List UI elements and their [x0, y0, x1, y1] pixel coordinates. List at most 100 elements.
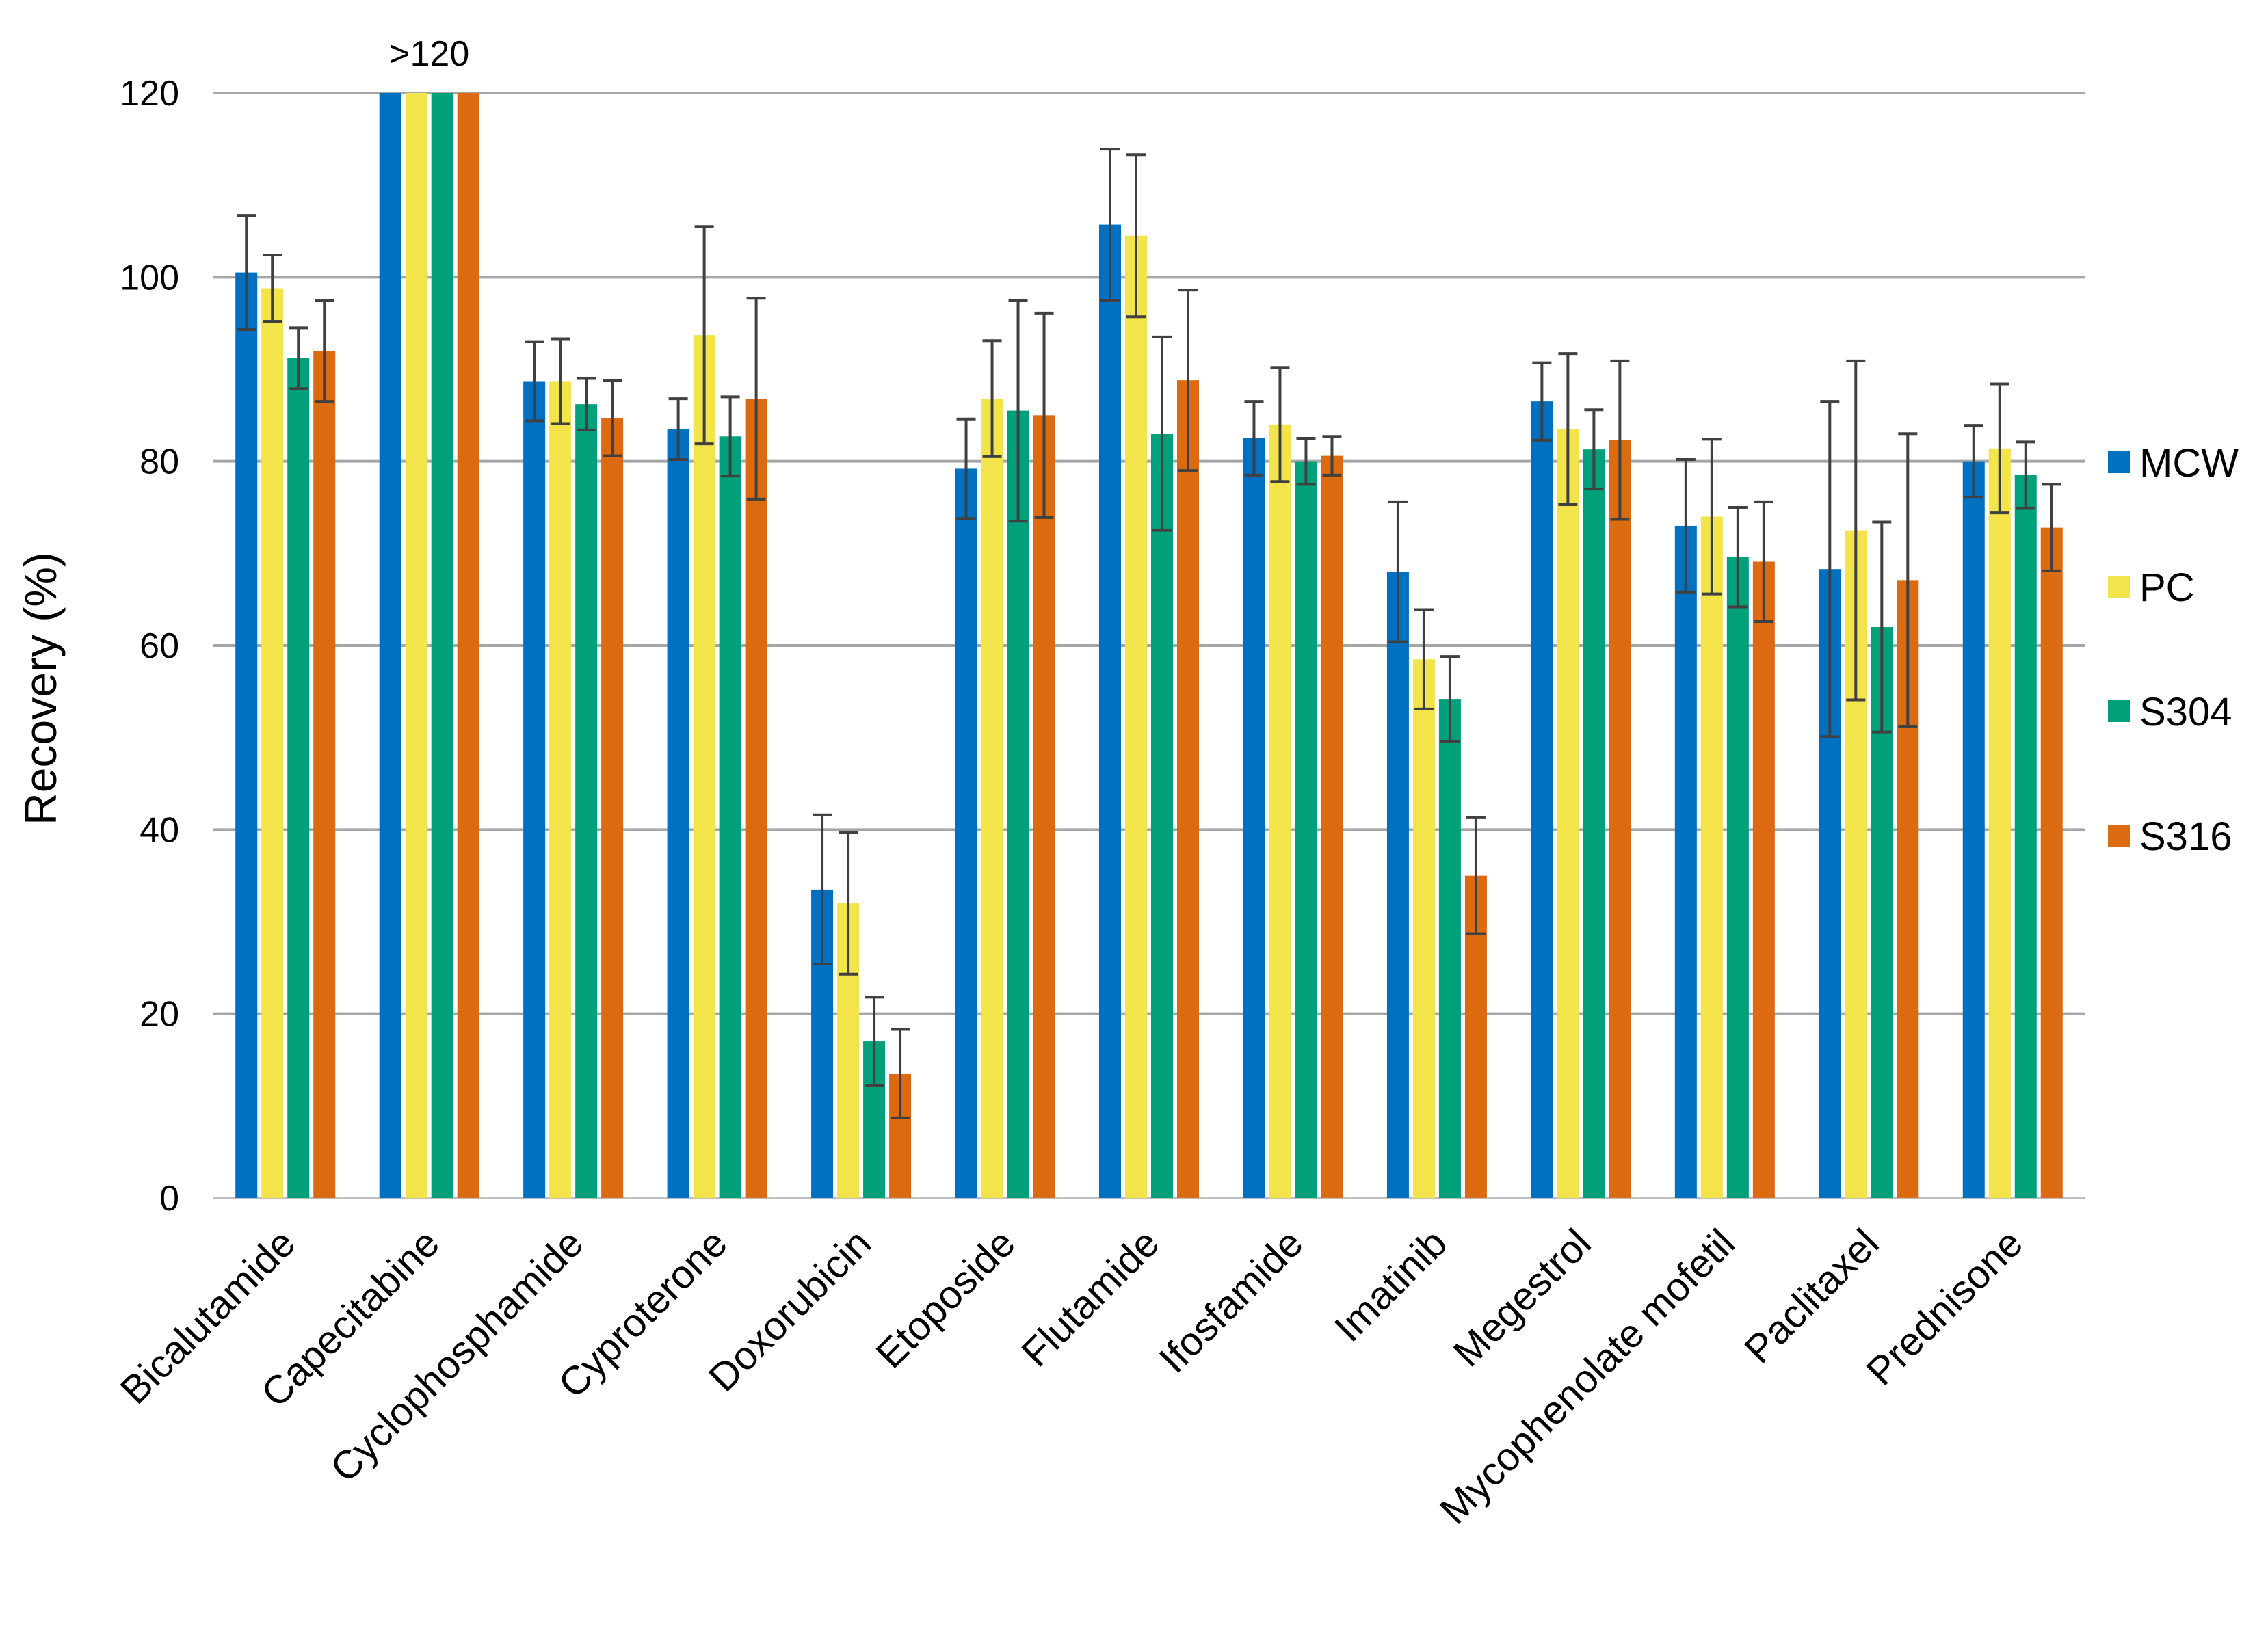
- error-bar-paclitaxel-pc: [1846, 359, 1866, 702]
- x-label-paclitaxel: Paclitaxel: [1736, 1221, 1887, 1372]
- error-bar-ifosfamide-mcw: [1244, 400, 1264, 477]
- bar-imatinib-pc: [1412, 659, 1435, 1198]
- bar-megestrol-s316: [1609, 440, 1631, 1198]
- bar-prednisone-mcw: [1962, 461, 1985, 1198]
- legend-item-mcw: MCW: [2108, 441, 2239, 485]
- error-bar-cyproterone-mcw: [668, 397, 688, 461]
- error-bar-bicalutamide-pc: [263, 254, 282, 323]
- x-label-megestrol: Megestrol: [1445, 1221, 1600, 1375]
- bar-bicalutamide-mcw: [235, 272, 258, 1199]
- error-bar-megestrol-mcw: [1532, 361, 1552, 442]
- bar-cyclophosphamide-mcw: [523, 381, 546, 1199]
- gridlines: [213, 92, 2085, 1199]
- bars: [235, 93, 2063, 1199]
- error-bar-etoposide-mcw: [956, 417, 976, 520]
- bar-cyclophosphamide-s304: [575, 404, 598, 1198]
- y-tick-label-40: 40: [140, 810, 179, 850]
- error-bar-imatinib-pc: [1414, 608, 1434, 710]
- legend-item-pc: PC: [2108, 565, 2195, 610]
- error-bar-prednisone-s304: [2016, 440, 2035, 510]
- bar-cyclophosphamide-s316: [601, 418, 624, 1199]
- bar-bicalutamide-s316: [313, 351, 336, 1198]
- error-bar-flutamide-s304: [1152, 335, 1172, 532]
- error-bars: [237, 148, 2061, 1119]
- bar-flutamide-pc: [1125, 235, 1147, 1198]
- y-tick-label-80: 80: [140, 442, 179, 482]
- y-tick-label-0: 0: [159, 1179, 179, 1218]
- x-label-etoposide: Etoposide: [867, 1221, 1023, 1376]
- x-axis-labels: BicalutamideCapecitabineCyclophosphamide…: [112, 1221, 2031, 1532]
- error-bar-paclitaxel-mcw: [1820, 400, 1840, 738]
- error-bar-bicalutamide-s304: [289, 326, 308, 390]
- error-bar-etoposide-s316: [1034, 311, 1054, 519]
- bar-bicalutamide-pc: [261, 288, 284, 1198]
- error-bar-doxorubicin-mcw: [813, 813, 832, 965]
- bar-capecitabine-s304: [431, 93, 453, 1198]
- error-bar-cyclophosphamide-pc: [551, 337, 570, 425]
- bar-megestrol-s304: [1583, 449, 1605, 1199]
- legend-swatch-mcw: [2108, 451, 2130, 473]
- error-bar-mycophenolate-mofetil-s304: [1728, 506, 1748, 609]
- bar-etoposide-s304: [1007, 410, 1029, 1198]
- x-label-ifosfamide: Ifosfamide: [1150, 1221, 1311, 1381]
- error-bar-etoposide-s304: [1008, 299, 1028, 523]
- error-bar-prednisone-pc: [1990, 382, 2009, 515]
- annotations: >120: [389, 34, 469, 74]
- error-bar-prednisone-mcw: [1964, 424, 1983, 499]
- error-bar-cyclophosphamide-mcw: [525, 340, 544, 423]
- error-bar-flutamide-s316: [1178, 289, 1198, 472]
- x-label-prednisone: Prednisone: [1858, 1221, 2031, 1394]
- legend-label-mcw: MCW: [2139, 441, 2239, 485]
- bar-bicalutamide-s304: [287, 358, 310, 1198]
- bar-imatinib-mcw: [1386, 572, 1409, 1198]
- error-bar-cyproterone-s316: [746, 297, 766, 501]
- bar-cyproterone-s316: [745, 399, 767, 1199]
- error-bar-imatinib-s316: [1466, 816, 1486, 935]
- error-bar-bicalutamide-s316: [315, 299, 334, 403]
- legend-swatch-s316: [2108, 825, 2130, 847]
- bar-imatinib-s304: [1438, 699, 1461, 1198]
- y-axis-title: Recovery (%): [15, 552, 66, 825]
- bar-mycophenolate-mofetil-s304: [1726, 557, 1749, 1198]
- legend-label-pc: PC: [2139, 565, 2195, 610]
- bar-etoposide-mcw: [955, 468, 977, 1199]
- bar-cyproterone-pc: [693, 335, 715, 1198]
- error-bar-doxorubicin-s316: [891, 1028, 910, 1119]
- error-bar-bicalutamide-mcw: [237, 214, 256, 332]
- error-bar-mycophenolate-mofetil-mcw: [1676, 457, 1696, 594]
- bar-mycophenolate-mofetil-s316: [1752, 561, 1775, 1198]
- x-label-mycophenolate-mofetil: Mycophenolate mofetil: [1432, 1221, 1743, 1532]
- error-bar-paclitaxel-s316: [1898, 432, 1918, 728]
- y-tick-label-100: 100: [120, 258, 179, 297]
- bar-etoposide-pc: [981, 399, 1003, 1199]
- legend-label-s316: S316: [2139, 814, 2232, 859]
- y-tick-label-120: 120: [120, 74, 179, 114]
- legend-swatch-s304: [2108, 700, 2130, 722]
- bar-flutamide-s316: [1177, 380, 1199, 1199]
- bar-capecitabine-s316: [457, 93, 479, 1198]
- y-tick-label-20: 20: [140, 995, 179, 1035]
- legend-swatch-pc: [2108, 576, 2130, 598]
- error-bar-cyproterone-pc: [694, 225, 714, 446]
- bar-capecitabine-mcw: [379, 93, 401, 1198]
- error-bar-doxorubicin-s304: [865, 996, 884, 1087]
- bar-capecitabine-pc: [405, 93, 427, 1198]
- bar-megestrol-pc: [1557, 429, 1579, 1198]
- bar-cyproterone-mcw: [667, 429, 689, 1198]
- error-bar-etoposide-pc: [982, 339, 1002, 458]
- bar-prednisone-s304: [2014, 475, 2037, 1198]
- error-bar-ifosfamide-s304: [1296, 437, 1316, 486]
- bar-mycophenolate-mofetil-pc: [1700, 516, 1723, 1198]
- error-bar-megestrol-s304: [1584, 408, 1604, 491]
- error-bar-imatinib-s304: [1440, 655, 1460, 743]
- error-bar-cyclophosphamide-s316: [603, 379, 622, 457]
- error-bar-megestrol-pc: [1558, 352, 1578, 506]
- error-bar-imatinib-mcw: [1388, 500, 1408, 643]
- error-bar-cyclophosphamide-s304: [577, 377, 596, 431]
- bar-ifosfamide-pc: [1269, 424, 1291, 1198]
- bar-prednisone-s316: [2040, 527, 2063, 1198]
- x-label-flutamide: Flutamide: [1013, 1221, 1168, 1375]
- y-axis-ticks: 0 20 40 60 80 100 120: [120, 74, 179, 1218]
- error-bar-ifosfamide-pc: [1270, 366, 1290, 483]
